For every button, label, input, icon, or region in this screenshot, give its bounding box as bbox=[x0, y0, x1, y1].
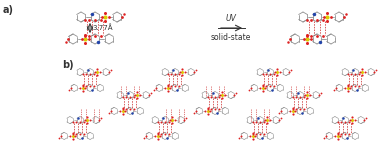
Text: 3.77Å: 3.77Å bbox=[92, 25, 113, 31]
Text: solid-state: solid-state bbox=[211, 33, 251, 42]
Text: UV: UV bbox=[225, 14, 237, 23]
Text: b): b) bbox=[62, 60, 74, 70]
Text: a): a) bbox=[3, 5, 14, 15]
